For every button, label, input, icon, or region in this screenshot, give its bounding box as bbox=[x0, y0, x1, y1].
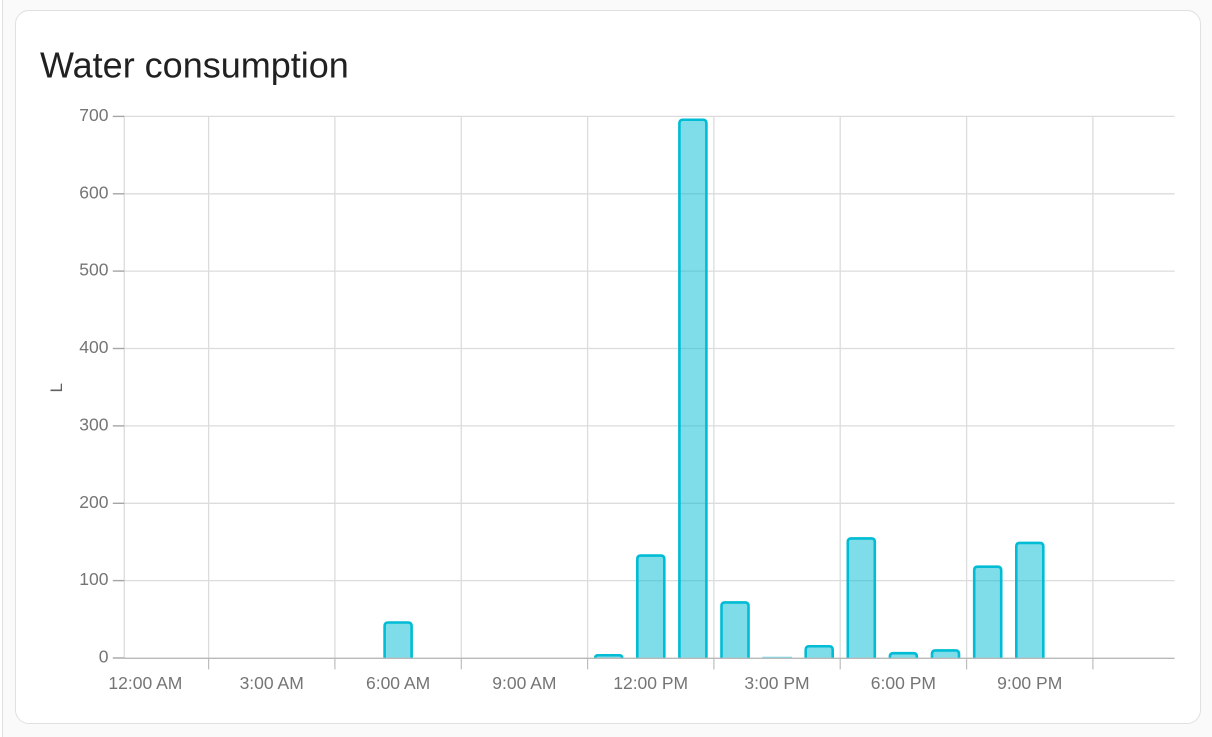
svg-text:600: 600 bbox=[79, 182, 108, 202]
svg-text:9:00 PM: 9:00 PM bbox=[997, 673, 1062, 693]
svg-text:6:00 PM: 6:00 PM bbox=[871, 673, 936, 693]
svg-text:6:00 AM: 6:00 AM bbox=[366, 673, 430, 693]
svg-text:400: 400 bbox=[79, 337, 108, 357]
svg-text:Water consumption: Water consumption bbox=[40, 45, 349, 86]
svg-text:12:00 PM: 12:00 PM bbox=[613, 673, 688, 693]
svg-text:100: 100 bbox=[79, 569, 108, 589]
svg-text:0: 0 bbox=[99, 647, 109, 667]
svg-text:L: L bbox=[47, 383, 66, 392]
svg-text:3:00 PM: 3:00 PM bbox=[744, 673, 809, 693]
svg-text:12:00 AM: 12:00 AM bbox=[108, 673, 182, 693]
svg-text:300: 300 bbox=[79, 414, 108, 434]
svg-text:200: 200 bbox=[79, 492, 108, 512]
svg-text:500: 500 bbox=[79, 260, 108, 280]
svg-text:3:00 AM: 3:00 AM bbox=[240, 673, 304, 693]
svg-text:700: 700 bbox=[79, 105, 108, 125]
svg-text:9:00 AM: 9:00 AM bbox=[492, 673, 556, 693]
